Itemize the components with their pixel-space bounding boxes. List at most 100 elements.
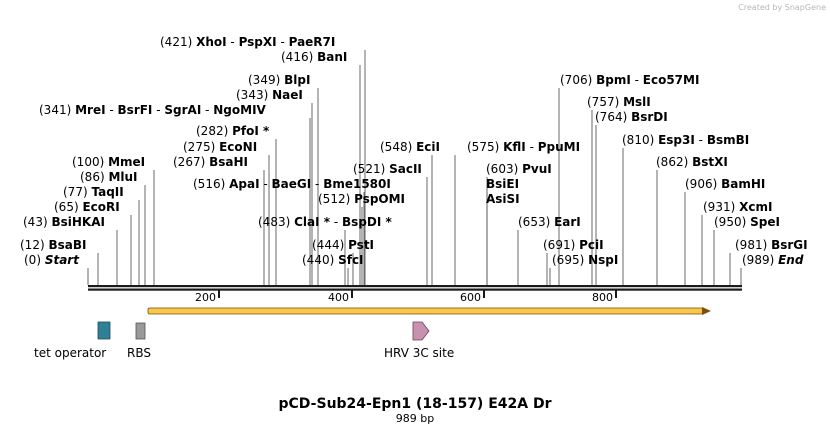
enzyme-name[interactable]: BsaHI (209, 155, 248, 169)
enzyme-name[interactable]: BsiHKAI (51, 215, 105, 229)
site-label-sacii[interactable]: (521) SacII (353, 162, 422, 176)
enzyme-name[interactable]: KflI (503, 140, 526, 154)
orf-bar[interactable] (147, 307, 705, 315)
enzyme-name[interactable]: SfcI (338, 253, 363, 267)
enzyme-name[interactable]: MslI (623, 95, 651, 109)
site-label-spei[interactable]: (950) SpeI (714, 215, 780, 229)
enzyme-name[interactable]: BlpI (284, 73, 310, 87)
enzyme-name[interactable]: SpeI (750, 215, 780, 229)
site-label-bsiei[interactable]: BsiEI (486, 177, 519, 191)
site-label-naei[interactable]: (343) NaeI (236, 88, 303, 102)
enzyme-name[interactable]: EarI (554, 215, 581, 229)
enzyme-name[interactable]: Esp3I (658, 133, 695, 147)
enzyme-name[interactable]: PaeR7I (289, 35, 336, 49)
site-label-psti[interactable]: (444) PstI (312, 238, 374, 252)
enzyme-name[interactable]: NspI (588, 253, 618, 267)
feature-tet-operator[interactable]: tet operator (34, 321, 111, 360)
site-label-pfoi[interactable]: (282) PfoI * (196, 124, 270, 138)
enzyme-name[interactable]: SgrAI (164, 103, 201, 117)
enzyme-name[interactable]: PvuI (522, 162, 552, 176)
site-label-mlui[interactable]: (86) MluI (80, 170, 138, 184)
site-label-msli[interactable]: (757) MslI (587, 95, 651, 109)
site-label-ecii[interactable]: (548) EciI (380, 140, 440, 154)
enzyme-name[interactable]: BamHI (721, 177, 765, 191)
site-label-apai[interactable]: (516) ApaI - BaeGI - Bme1580I (193, 177, 391, 191)
enzyme-name[interactable]: NgoMIV (213, 103, 266, 117)
site-label-pcii[interactable]: (691) PciI (543, 238, 604, 252)
site-label-esp3i[interactable]: (810) Esp3I - BsmBI (622, 133, 749, 147)
site-label-pspomi[interactable]: (512) PspOMI (318, 192, 405, 206)
enzyme-name[interactable]: MluI (108, 170, 137, 184)
site-label-econi[interactable]: (275) EcoNI (183, 140, 257, 154)
tet-operator-box-icon[interactable] (97, 321, 111, 340)
site-label-end[interactable]: (989) End (742, 253, 804, 267)
site-label-bstxi[interactable]: (862) BstXI (656, 155, 728, 169)
site-label-mmei[interactable]: (100) MmeI (72, 155, 145, 169)
enzyme-name[interactable]: PstI (348, 238, 374, 252)
hrv-3c-arrow-icon[interactable] (412, 321, 430, 341)
enzyme-name[interactable]: NaeI (272, 88, 303, 102)
enzyme-name[interactable]: BsrFI (118, 103, 153, 117)
enzyme-name[interactable]: BstXI (692, 155, 728, 169)
site-label-eari[interactable]: (653) EarI (518, 215, 581, 229)
enzyme-name[interactable]: Bme1580I (323, 177, 391, 191)
site-label-asisi[interactable]: AsiSI (486, 192, 520, 206)
enzyme-name[interactable]: PfoI * (232, 124, 270, 138)
enzyme-name[interactable]: BaeGI (272, 177, 312, 191)
enzyme-name[interactable]: BsmBI (707, 133, 749, 147)
site-label-bamhi[interactable]: (906) BamHI (685, 177, 765, 191)
site-label-kfli[interactable]: (575) KflI - PpuMI (467, 140, 580, 154)
enzyme-name[interactable]: TaqII (91, 185, 123, 199)
enzyme-name[interactable]: ApaI (229, 177, 259, 191)
feature-rbs[interactable]: RBS (127, 322, 151, 360)
site-label-taqii[interactable]: (77) TaqII (63, 185, 124, 199)
enzyme-name[interactable]: BsrDI (631, 110, 668, 124)
site-label-bsabi[interactable]: (12) BsaBI (20, 238, 86, 252)
site-label-bsrgi[interactable]: (981) BsrGI (735, 238, 808, 252)
site-label-ecori[interactable]: (65) EcoRI (54, 200, 120, 214)
enzyme-name[interactable]: BsaBI (48, 238, 86, 252)
enzyme-name[interactable]: MmeI (108, 155, 145, 169)
site-label-xhoi[interactable]: (421) XhoI - PspXI - PaeR7I (160, 35, 335, 49)
enzyme-name[interactable]: PspXI (239, 35, 277, 49)
site-position: (989) (742, 253, 778, 267)
site-label-mrei[interactable]: (341) MreI - BsrFI - SgrAI - NgoMIV (39, 103, 267, 117)
enzyme-name[interactable]: PspOMI (354, 192, 405, 206)
enzyme-name[interactable]: EcoNI (219, 140, 257, 154)
site-label-nspi[interactable]: (695) NspI (552, 253, 618, 267)
enzyme-name[interactable]: Eco57MI (643, 73, 700, 87)
enzyme-name[interactable]: AsiSI (486, 192, 520, 206)
enzyme-name[interactable]: EcoRI (82, 200, 119, 214)
site-label-sfci[interactable]: (440) SfcI (302, 253, 364, 267)
site-label-clai[interactable]: (483) ClaI * - BspDI * (258, 215, 392, 229)
enzyme-name[interactable]: EciI (416, 140, 440, 154)
enzyme-name[interactable]: MreI (75, 103, 105, 117)
enzyme-name[interactable]: BpmI (596, 73, 631, 87)
terminus-label[interactable]: Start (45, 253, 80, 267)
enzyme-name[interactable]: BspDI * (342, 215, 392, 229)
site-label-bpmi[interactable]: (706) BpmI - Eco57MI (560, 73, 699, 87)
site-position: (981) (735, 238, 771, 252)
enzyme-name[interactable]: ClaI * (294, 215, 331, 229)
site-label-bani[interactable]: (416) BanI (281, 50, 347, 64)
enzyme-name[interactable]: PpuMI (538, 140, 580, 154)
site-label-bsahi[interactable]: (267) BsaHI (173, 155, 248, 169)
enzyme-name[interactable]: SacII (389, 162, 422, 176)
terminus-label[interactable]: End (778, 253, 804, 267)
feature-hrv-3c-site[interactable]: HRV 3C site (384, 321, 454, 360)
enzyme-name[interactable]: BanI (317, 50, 347, 64)
enzyme-name[interactable]: XhoI (196, 35, 227, 49)
orf-arrow[interactable] (147, 307, 711, 315)
site-label-xcmi[interactable]: (931) XcmI (703, 200, 772, 214)
enzyme-name[interactable]: PciI (579, 238, 604, 252)
site-label-pvui[interactable]: (603) PvuI (486, 162, 552, 176)
enzyme-name[interactable]: BsrGI (771, 238, 808, 252)
site-label-bsrdi[interactable]: (764) BsrDI (595, 110, 668, 124)
enzyme-name[interactable]: XcmI (739, 200, 772, 214)
ruler-tick-label: 800 (592, 291, 613, 304)
enzyme-name[interactable]: BsiEI (486, 177, 519, 191)
rbs-box-icon[interactable] (135, 322, 146, 340)
site-label-start[interactable]: (0) Start (24, 253, 80, 267)
site-label-bsihkai[interactable]: (43) BsiHKAI (23, 215, 105, 229)
site-label-blpi[interactable]: (349) BlpI (248, 73, 310, 87)
